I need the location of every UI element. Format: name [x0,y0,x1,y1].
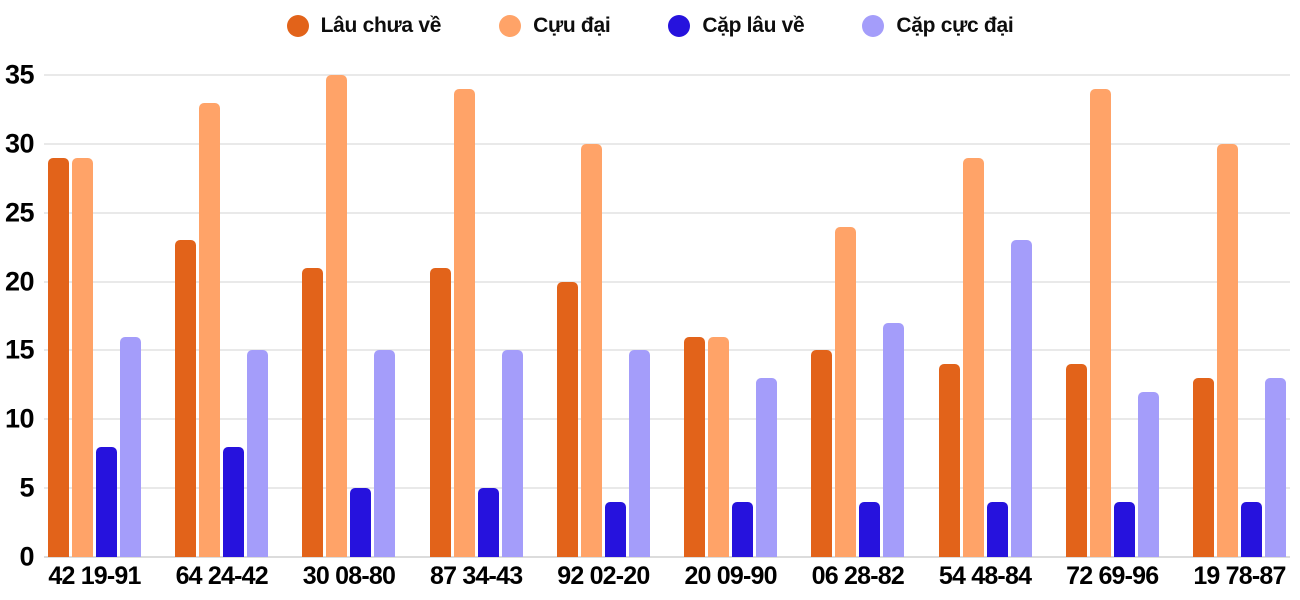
y-tick-25: 25 [4,197,35,228]
y-axis: 0 5 10 15 20 25 30 35 [0,61,38,570]
legend-item-2[interactable]: Cựu đại [499,14,611,38]
bar-group-06-28-82 [811,75,905,557]
legend-marker-circle-icon [862,15,885,37]
bar-Cựu-đại [1089,88,1111,557]
bar-Cặp-cực-đại [374,350,396,557]
legend-label: Cặp lâu về [702,14,805,37]
bar-Cựu-đại [962,157,984,557]
x-label-20-09-90: 20 09-90 [684,562,777,590]
bar-group-72-69-96 [1065,75,1159,557]
y-tick-10: 10 [4,403,35,434]
bar-Cặp-cực-đại [247,350,269,557]
y-tick-20: 20 [4,266,35,297]
bar-group-20-09-90 [684,75,778,557]
bar-Cựu-đại [72,157,93,557]
bar-Cặp-cực-đại [1137,391,1159,557]
bar-group-30-08-80 [302,75,396,557]
x-label-19-78-87: 19 78-87 [1193,562,1286,590]
legend-label: Cựu đại [533,14,611,37]
gridline-15 [44,349,1290,352]
bar-Cặp-cực-đại [120,336,141,557]
y-tick-15: 15 [4,334,35,365]
bar-group-64-24-42 [175,75,269,557]
bar-Lâu-chưa-về [175,240,197,557]
x-label-06-28-82: 06 28-82 [811,562,905,590]
bar-group-19-78-87 [1192,75,1286,557]
gridline-35 [44,74,1290,76]
gridline-0 [44,556,1290,558]
legend-label: Cặp cực đại [896,14,1014,37]
bar-Lâu-chưa-về [684,336,706,557]
bar-Cựu-đại [835,226,857,557]
y-tick-30: 30 [4,128,35,159]
bar-Cựu-đại [326,75,348,557]
x-axis: 42 19-91 64 24-42 30 08-80 87 34-43 92 02-20… [44,561,1290,591]
gridline-10 [44,418,1290,421]
x-label-54-48-84: 54 48-84 [938,562,1032,590]
bar-Lâu-chưa-về [1192,377,1214,557]
bar-Cặp-lâu-về [1240,501,1262,557]
bar-Cặp-cực-đại [501,350,523,557]
bar-group-54-48-84 [938,75,1032,557]
bar-group-42-19-91 [48,75,141,557]
bar-Cặp-cực-đại [1264,377,1286,557]
bar-Lâu-chưa-về [811,350,833,557]
bar-Lâu-chưa-về [556,281,578,557]
bar-Cặp-cực-đại [756,377,778,557]
bar-Cựu-đại [453,88,475,557]
legend-item-3[interactable]: Cặp lâu về [668,14,805,38]
bar-Lâu-chưa-về [429,267,451,557]
bar-Cặp-cực-đại [628,350,650,557]
x-label-30-08-80: 30 08-80 [302,562,396,590]
bar-Lâu-chưa-về [938,364,960,557]
x-label-42-19-91: 42 19-91 [48,562,141,590]
y-tick-35: 35 [4,59,35,90]
bar-Cặp-lâu-về [859,501,881,557]
bar-Lâu-chưa-về [1065,364,1087,557]
bar-Cựu-đại [199,102,221,557]
gridline-5 [44,487,1290,490]
bar-Cặp-cực-đại [1010,240,1032,557]
legend-marker-circle-icon [668,15,691,37]
bar-Lâu-chưa-về [48,157,69,557]
legend-item-4[interactable]: Cặp cực đại [862,14,1014,38]
bar-Cặp-lâu-về [986,501,1008,557]
bar-Cặp-lâu-về [477,488,499,557]
bar-Cặp-cực-đại [883,322,905,557]
bar-group-87-34-43 [429,75,523,557]
y-tick-0: 0 [19,541,34,572]
bar-Cựu-đại [580,143,602,557]
bar-group-92-02-20 [556,75,650,557]
bar-Cặp-lâu-về [350,488,372,557]
bar-Cựu-đại [708,336,730,557]
bar-Cặp-lâu-về [96,446,117,557]
bar-Cặp-lâu-về [604,501,626,557]
legend-marker-circle-icon [286,15,309,37]
x-label-64-24-42: 64 24-42 [175,562,269,590]
x-label-72-69-96: 72 69-96 [1066,562,1159,590]
gridline-25 [44,211,1290,214]
legend-item-1[interactable]: Lâu chưa về [286,14,442,38]
legend-marker-circle-icon [499,15,522,37]
bar-Cựu-đại [1216,143,1238,557]
plot-area [44,74,1290,558]
x-label-87-34-43: 87 34-43 [430,562,523,590]
legend-label: Lâu chưa về [320,14,442,37]
bar-Cặp-lâu-về [732,501,754,557]
gridline-30 [44,142,1290,145]
gridline-20 [44,280,1290,283]
x-label-92-02-20: 92 02-20 [557,562,650,590]
bar-Lâu-chưa-về [302,267,324,557]
y-tick-5: 5 [19,472,34,503]
legend: Lâu chưa về Cựu đại Cặp lâu về Cặp cực đại [0,6,1300,46]
bar-Cặp-lâu-về [223,446,245,557]
bar-Cặp-lâu-về [1113,501,1135,557]
bar-groups [44,75,1290,557]
